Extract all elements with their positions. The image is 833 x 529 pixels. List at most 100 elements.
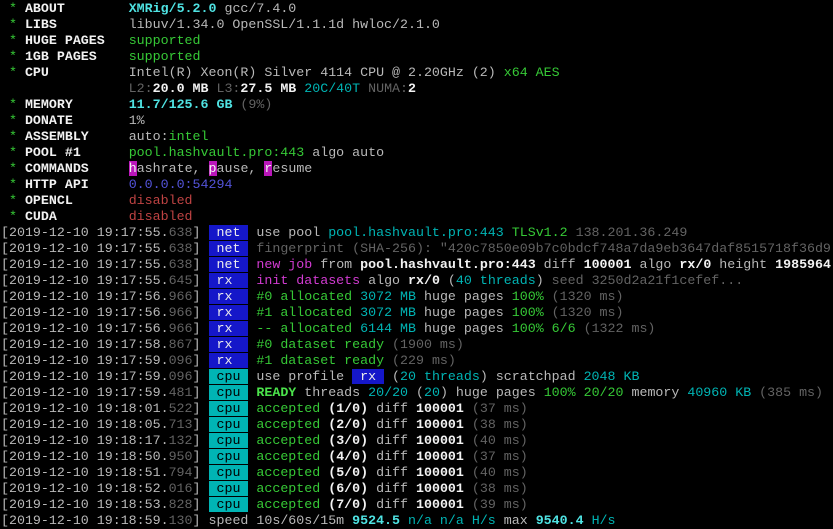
text-segment: (385 ms) [751, 385, 824, 400]
config-line-about: * ABOUT XMRig/5.2.0 gcc/7.4.0 [1, 1, 833, 17]
cpu-badge: cpu [208, 449, 249, 464]
text-segment: -- allocated [256, 321, 353, 336]
text-segment: 481 [168, 385, 193, 400]
text-segment: 2 [408, 81, 416, 96]
rx-badge: rx [208, 305, 249, 320]
text-segment: * [1, 177, 25, 192]
text-segment: fingerprint (SHA-256): "420c7850e09b7c0b… [248, 241, 831, 256]
hashrate-hotkey: h [128, 161, 137, 176]
text-segment: * [1, 97, 25, 112]
text-segment: CPU [24, 65, 49, 80]
text-segment: COMMANDS [24, 161, 89, 176]
text-segment: (37 ms) [463, 449, 528, 464]
text-segment: (2/0) [328, 417, 369, 432]
text-segment: * [1, 17, 25, 32]
text-segment: LIBS [24, 17, 57, 32]
text-segment: * [1, 145, 25, 160]
config-line-cuda: * CUDA disabled [1, 209, 833, 225]
text-segment: [2019-12-10 19:18:17. [1, 433, 169, 448]
log-line-init-datasets: [2019-12-10 19:17:55.645] rx init datase… [1, 273, 833, 289]
text-segment: (9%) [232, 97, 273, 112]
text-segment: pool.hashvault.pro:443 [360, 257, 536, 272]
text-segment: 638 [168, 241, 193, 256]
text-segment: accepted [256, 449, 321, 464]
text-segment: ) scratchpad [479, 369, 584, 384]
text-segment: ] [192, 465, 209, 480]
text-segment: use profile [248, 369, 353, 384]
cpu-badge: cpu [208, 369, 249, 384]
text-segment: new job [256, 257, 313, 272]
text-segment: #0 dataset ready [256, 337, 385, 352]
text-segment: diff [368, 401, 417, 416]
text-segment: 100% [511, 289, 544, 304]
text-segment: ] [192, 305, 209, 320]
text-segment: 20 [424, 385, 440, 400]
text-segment: ) [535, 273, 552, 288]
text-segment: accepted [256, 417, 321, 432]
text-segment: disabled [128, 209, 193, 224]
text-segment [97, 49, 129, 64]
text-segment: XMRig/5.2.0 [128, 1, 217, 16]
text-segment: * [1, 193, 25, 208]
text-segment: * [1, 113, 25, 128]
text-segment: diff [535, 257, 584, 272]
text-segment: [2019-12-10 19:18:01. [1, 401, 169, 416]
text-segment: 27.5 MB [240, 81, 297, 96]
text-segment: 20/20 [368, 385, 409, 400]
text-segment: 016 [168, 481, 193, 496]
text-segment: 0.0.0.0:54294 [128, 177, 233, 192]
cpu-badge: cpu [208, 417, 249, 432]
config-line-libs: * LIBS libuv/1.34.0 OpenSSL/1.1.1d hwloc… [1, 17, 833, 33]
text-segment: rx/0 [679, 257, 712, 272]
text-segment: 6144 MB [360, 321, 416, 336]
text-segment: (40 ms) [463, 433, 528, 448]
text-segment: CUDA [24, 209, 57, 224]
text-segment: #0 allocated [256, 289, 353, 304]
text-segment: READY [256, 385, 297, 400]
text-segment: 966 [168, 321, 193, 336]
text-segment: libuv/1.34.0 OpenSSL/1.1.1d hwloc/2.1.0 [128, 17, 440, 32]
text-segment: ] [192, 225, 209, 240]
text-segment: ( [408, 385, 424, 400]
config-line-huge-pages: * HUGE PAGES supported [1, 33, 833, 49]
text-segment: (37 ms) [463, 401, 528, 416]
text-segment: 638 [168, 257, 193, 272]
text-segment: max [495, 513, 536, 528]
text-segment: * [1, 209, 25, 224]
text-segment: (40 ms) [463, 465, 528, 480]
text-segment: diff [368, 433, 417, 448]
text-segment: seed 3250d2a21f1cefef... [551, 273, 744, 288]
text-segment: accepted [256, 481, 321, 496]
text-segment: 100001 [416, 497, 464, 512]
text-segment: (7/0) [328, 497, 369, 512]
text-segment: 100% 6/6 [511, 321, 576, 336]
text-segment: 1% [128, 113, 145, 128]
text-segment: HTTP API [24, 177, 89, 192]
text-segment: (1900 ms) [384, 337, 464, 352]
text-segment: ] [192, 257, 209, 272]
text-segment [73, 97, 129, 112]
text-segment: ( [384, 369, 401, 384]
text-segment: 138.201.36.249 [567, 225, 688, 240]
text-segment: supported [128, 49, 201, 64]
text-segment: ABOUT [24, 1, 65, 16]
text-segment: ] [192, 337, 209, 352]
text-segment: 100001 [416, 481, 464, 496]
text-segment: 867 [168, 337, 193, 352]
text-segment [73, 193, 129, 208]
rx-badge: rx [208, 353, 249, 368]
text-segment: [2019-12-10 19:18:59. [1, 513, 169, 528]
text-segment: ] [192, 273, 209, 288]
text-segment [105, 33, 129, 48]
text-segment: L3: [216, 81, 241, 96]
text-segment: accepted [256, 497, 321, 512]
log-line-ready-threads: [2019-12-10 19:17:59.481] cpu READY thre… [1, 385, 833, 401]
text-segment: ASSEMBLY [24, 129, 89, 144]
text-segment: 9524.5 [352, 513, 401, 528]
text-segment: 828 [168, 497, 193, 512]
text-segment [1, 81, 129, 96]
text-segment: 638 [168, 225, 193, 240]
text-segment: OPENCL [24, 193, 73, 208]
text-segment: (1/0) [328, 401, 369, 416]
